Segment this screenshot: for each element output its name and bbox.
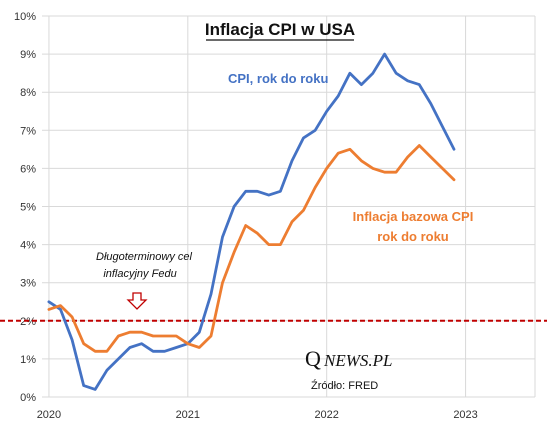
x-tick-label: 2022 bbox=[314, 409, 338, 421]
y-tick-label: 0% bbox=[20, 392, 36, 404]
fed-note-line1: Długoterminowy cel bbox=[96, 251, 193, 263]
core-cpi-series-line bbox=[47, 144, 456, 353]
chart-title: Inflacja CPI w USA bbox=[205, 20, 355, 39]
logo: Q NEWS.PL bbox=[305, 346, 392, 371]
core-series-label-line2: rok do roku bbox=[377, 229, 449, 244]
y-tick-label: 7% bbox=[20, 125, 36, 137]
down-arrow-icon bbox=[126, 292, 148, 310]
y-tick-label: 1% bbox=[20, 354, 36, 366]
series-lines bbox=[47, 52, 456, 391]
y-tick-label: 10% bbox=[14, 11, 36, 23]
y-tick-label: 5% bbox=[20, 202, 36, 214]
logo-text: NEWS.PL bbox=[323, 351, 392, 370]
y-tick-label: 4% bbox=[20, 240, 36, 252]
y-tick-label: 6% bbox=[20, 163, 36, 175]
y-tick-label: 9% bbox=[20, 49, 36, 61]
y-tick-label: 8% bbox=[20, 87, 36, 99]
x-tick-label: 2021 bbox=[176, 409, 200, 421]
core-series-label-line1: Inflacja bazowa CPI bbox=[353, 209, 474, 224]
x-axis-ticks: 2020 2021 2022 2023 bbox=[37, 409, 478, 421]
y-tick-label: 3% bbox=[20, 278, 36, 290]
y-axis-ticks: 0%1%2%3%4%5%6%7%8%9%10% bbox=[14, 11, 36, 404]
cpi-series-label: CPI, rok do roku bbox=[228, 71, 328, 86]
cpi-series-line bbox=[47, 52, 456, 391]
gridlines bbox=[42, 15, 536, 398]
x-tick-label: 2023 bbox=[453, 409, 477, 421]
logo-q: Q bbox=[305, 346, 321, 371]
x-tick-label: 2020 bbox=[37, 409, 61, 421]
fed-note-line2: inflacyjny Fedu bbox=[103, 268, 176, 280]
source-label: Źródło: FRED bbox=[311, 379, 378, 392]
